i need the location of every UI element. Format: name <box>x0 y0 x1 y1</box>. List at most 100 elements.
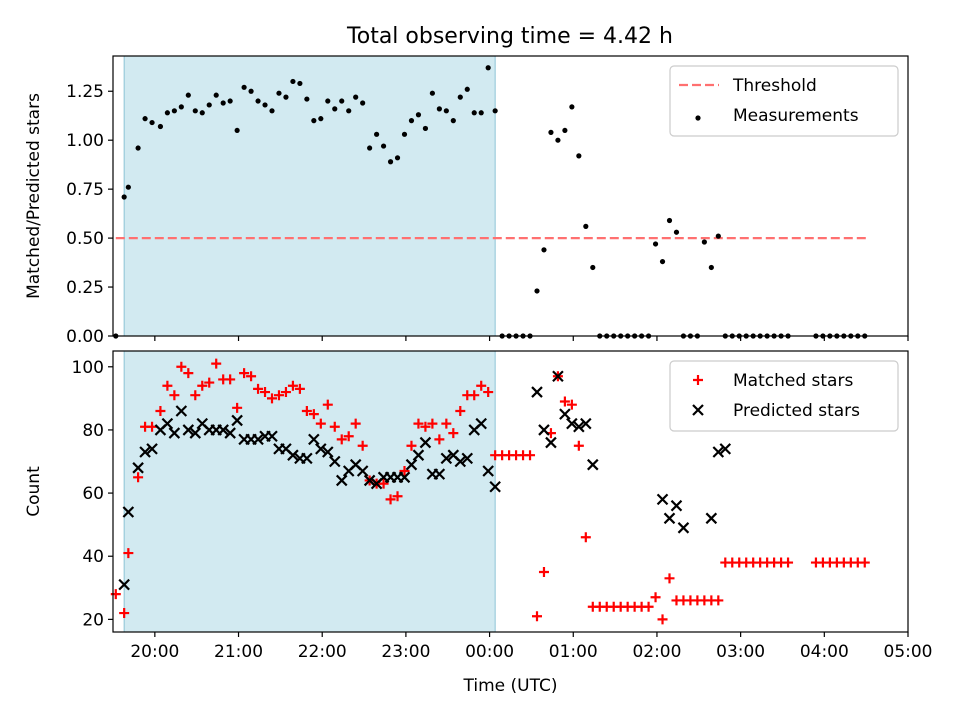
data-point <box>328 455 341 468</box>
y-tick-label: 60 <box>82 484 104 504</box>
data-point <box>464 86 470 92</box>
data-point <box>142 116 148 122</box>
data-point <box>206 102 212 108</box>
data-point <box>353 94 359 100</box>
axes-frame <box>112 350 909 633</box>
data-point <box>413 418 424 429</box>
data-point <box>311 118 317 124</box>
data-point <box>356 465 369 477</box>
data-point <box>125 184 131 190</box>
data-point <box>276 90 282 96</box>
legend: Matched stars Predicted stars <box>669 360 899 432</box>
data-point <box>185 92 191 98</box>
data-point <box>419 436 432 449</box>
x-tick-label: 01:00 <box>549 642 598 662</box>
data-point <box>350 418 361 429</box>
data-point <box>548 129 554 135</box>
data-point <box>157 123 164 130</box>
data-point <box>713 595 724 606</box>
series-1 <box>118 370 732 591</box>
series-0 <box>110 358 870 625</box>
data-point <box>290 78 296 85</box>
data-point <box>471 110 477 116</box>
data-point <box>562 127 568 134</box>
data-point <box>171 108 177 114</box>
data-point <box>161 417 174 430</box>
data-point <box>239 368 250 379</box>
y-axis-label: Count <box>24 466 44 517</box>
data-point <box>325 98 331 104</box>
data-point <box>367 145 373 151</box>
data-point <box>190 390 201 401</box>
data-point <box>573 440 584 451</box>
data-point <box>182 424 195 436</box>
data-point <box>422 125 429 132</box>
data-point <box>301 452 313 465</box>
y-tick-label: 0.25 <box>66 278 104 298</box>
x-tick-label: 03:00 <box>716 642 765 662</box>
data-point <box>650 592 661 603</box>
data-point <box>552 370 564 383</box>
data-point <box>566 399 577 410</box>
shaded-observing-region <box>123 350 496 633</box>
data-point <box>394 155 401 161</box>
data-point <box>329 421 340 432</box>
data-point <box>255 98 261 104</box>
data-point <box>448 428 459 439</box>
data-point <box>197 380 208 391</box>
data-point <box>273 390 284 401</box>
data-point <box>149 119 155 126</box>
data-point <box>318 116 324 122</box>
y-tick-label: 80 <box>82 421 104 441</box>
legend-box <box>669 360 899 432</box>
data-point <box>363 474 376 487</box>
legend-handle-dot <box>695 115 701 121</box>
data-point <box>132 462 144 474</box>
shaded-observing-region <box>123 55 496 337</box>
data-point <box>176 361 187 372</box>
axes-frame <box>112 55 909 337</box>
legend: Threshold Measurements <box>669 65 899 137</box>
data-point <box>308 433 320 446</box>
data-point <box>252 433 264 446</box>
data-point <box>708 264 714 271</box>
data-point <box>122 506 135 518</box>
data-point <box>189 427 202 439</box>
data-point <box>385 494 396 505</box>
data-point <box>346 108 352 114</box>
data-point <box>294 383 305 394</box>
x-tick-label: 20:00 <box>130 642 179 662</box>
data-point <box>485 65 491 71</box>
data-point <box>701 239 707 245</box>
y-tick-label: 20 <box>82 610 104 630</box>
data-point <box>525 450 536 461</box>
data-point <box>475 417 487 430</box>
y-tick-label: 1.00 <box>66 131 104 151</box>
x-tick-label: 05:00 <box>884 642 933 662</box>
figure-title: Total observing time = 4.42 h <box>346 24 673 49</box>
data-point <box>443 108 449 114</box>
data-point <box>269 108 275 114</box>
data-point <box>492 108 498 114</box>
data-point <box>441 418 452 429</box>
data-point <box>559 408 571 420</box>
data-point <box>139 446 151 458</box>
data-point <box>213 92 219 98</box>
legend-label: Measurements <box>733 106 859 126</box>
data-point <box>659 258 666 265</box>
legend-label: Predicted stars <box>733 401 860 421</box>
data-point <box>566 417 578 430</box>
data-point <box>248 88 254 94</box>
data-point <box>555 137 561 143</box>
legend-label: Threshold <box>732 76 817 96</box>
data-point <box>380 143 387 149</box>
data-point <box>287 380 298 391</box>
data-point <box>483 387 494 398</box>
data-point <box>168 427 181 439</box>
data-point <box>532 611 542 622</box>
data-point <box>461 452 474 465</box>
data-point <box>482 465 494 477</box>
data-point <box>436 106 442 112</box>
